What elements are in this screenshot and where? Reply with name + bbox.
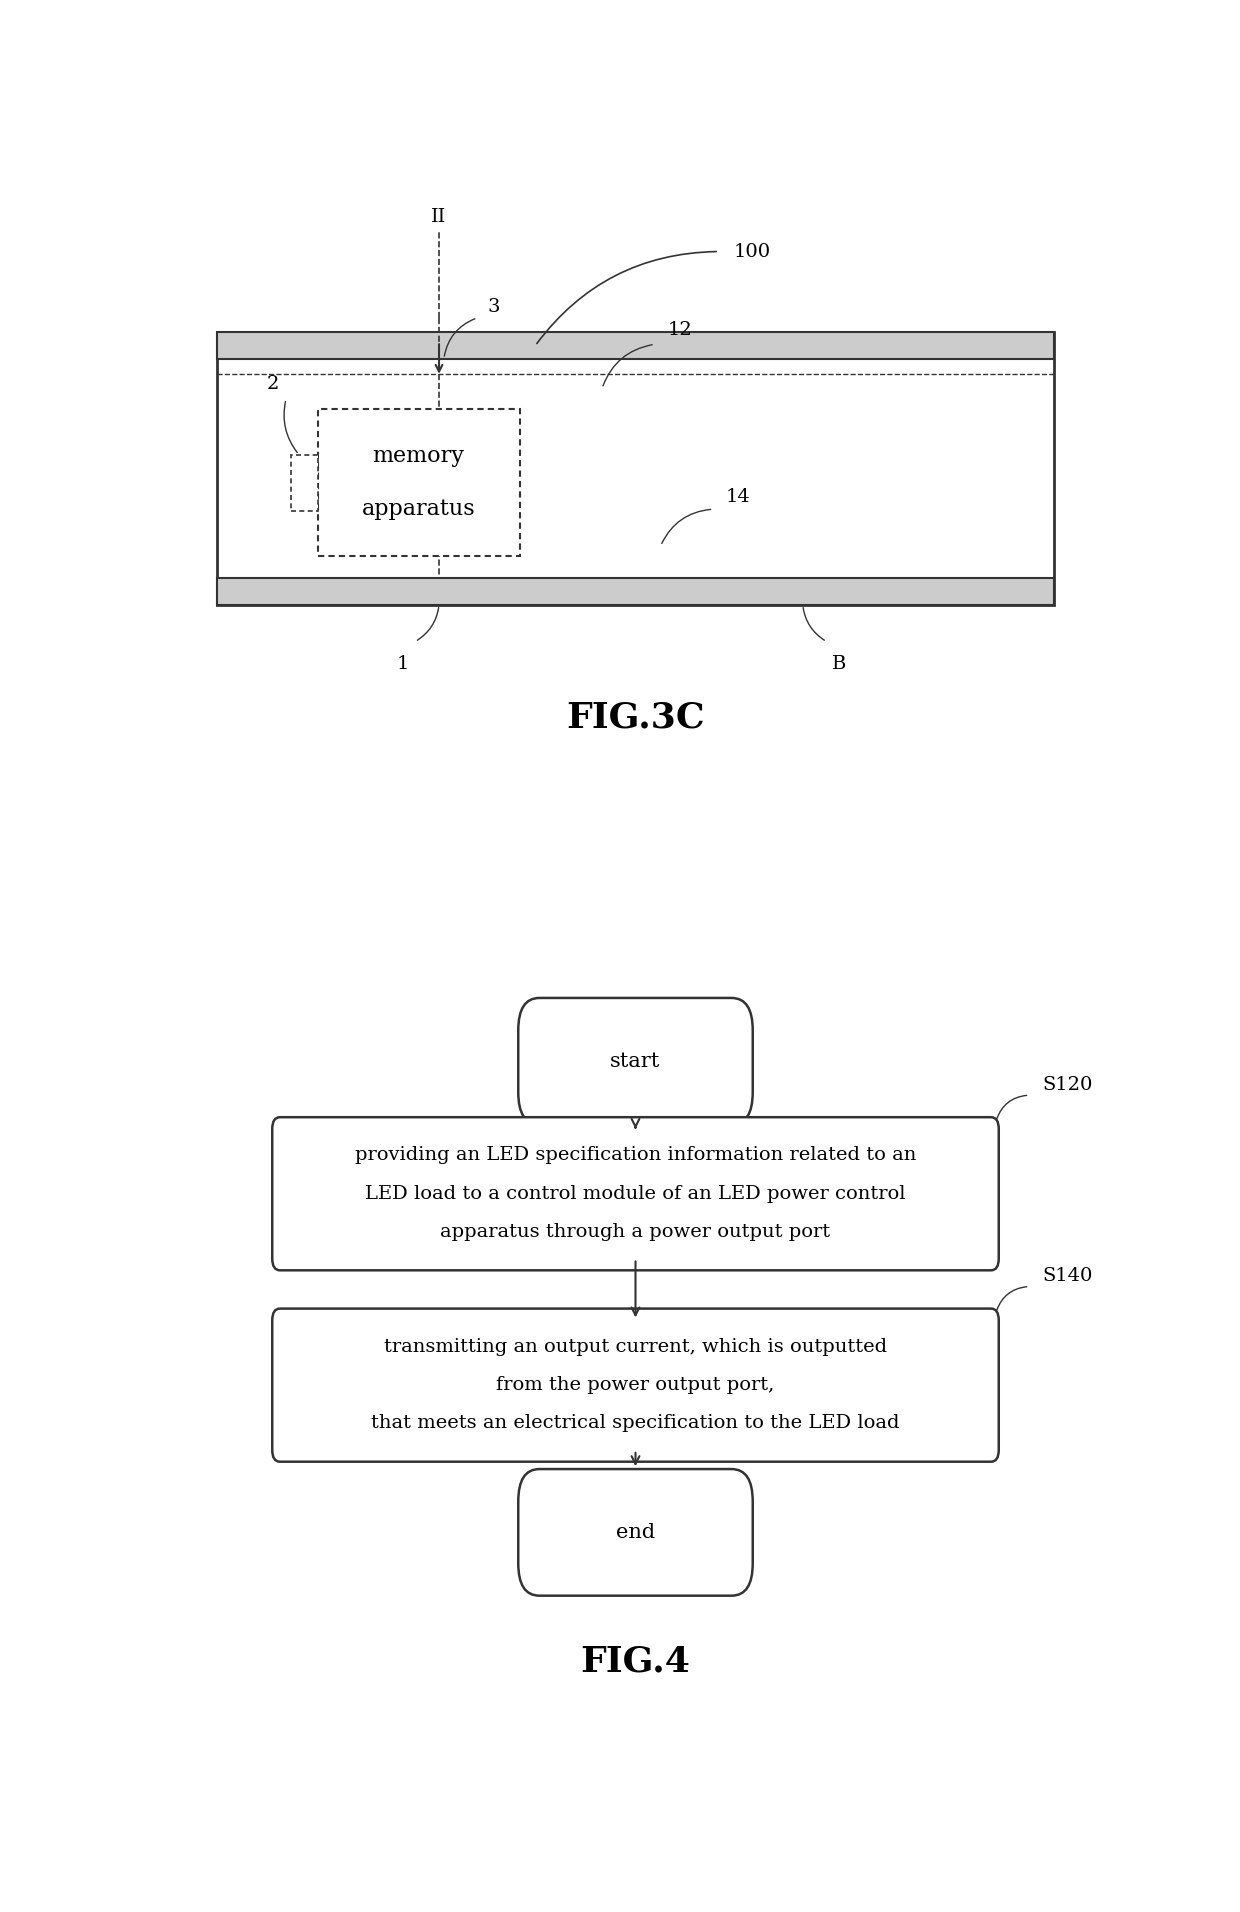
Text: FIG.3C: FIG.3C bbox=[567, 700, 704, 734]
Text: 100: 100 bbox=[734, 243, 770, 260]
FancyBboxPatch shape bbox=[518, 998, 753, 1124]
Text: 3: 3 bbox=[487, 298, 500, 317]
Bar bbox=[217, 577, 1054, 604]
Text: transmitting an output current, which is outputted: transmitting an output current, which is… bbox=[384, 1338, 887, 1356]
Text: memory: memory bbox=[373, 445, 465, 467]
Text: LED load to a control module of an LED power control: LED load to a control module of an LED p… bbox=[366, 1185, 905, 1203]
Text: that meets an electrical specification to the LED load: that meets an electrical specification t… bbox=[371, 1415, 900, 1432]
Text: II: II bbox=[432, 208, 446, 226]
Text: end: end bbox=[616, 1522, 655, 1541]
Text: B: B bbox=[832, 656, 847, 673]
FancyBboxPatch shape bbox=[273, 1308, 998, 1461]
Text: FIG.4: FIG.4 bbox=[580, 1644, 691, 1679]
Bar bbox=[217, 333, 1054, 604]
Text: apparatus: apparatus bbox=[362, 499, 475, 520]
Text: S140: S140 bbox=[1042, 1268, 1092, 1285]
Text: apparatus through a power output port: apparatus through a power output port bbox=[440, 1224, 831, 1241]
Text: 14: 14 bbox=[725, 488, 750, 507]
Text: S120: S120 bbox=[1042, 1076, 1092, 1094]
Text: 12: 12 bbox=[667, 321, 692, 338]
Bar bbox=[291, 455, 317, 511]
Text: start: start bbox=[610, 1052, 661, 1071]
Bar bbox=[317, 409, 520, 556]
FancyBboxPatch shape bbox=[518, 1468, 753, 1597]
Text: 2: 2 bbox=[267, 375, 279, 394]
FancyBboxPatch shape bbox=[273, 1117, 998, 1270]
Text: from the power output port,: from the power output port, bbox=[496, 1377, 775, 1394]
Text: 1: 1 bbox=[397, 656, 409, 673]
Text: providing an LED specification information related to an: providing an LED specification informati… bbox=[355, 1147, 916, 1164]
Bar bbox=[217, 333, 1054, 359]
